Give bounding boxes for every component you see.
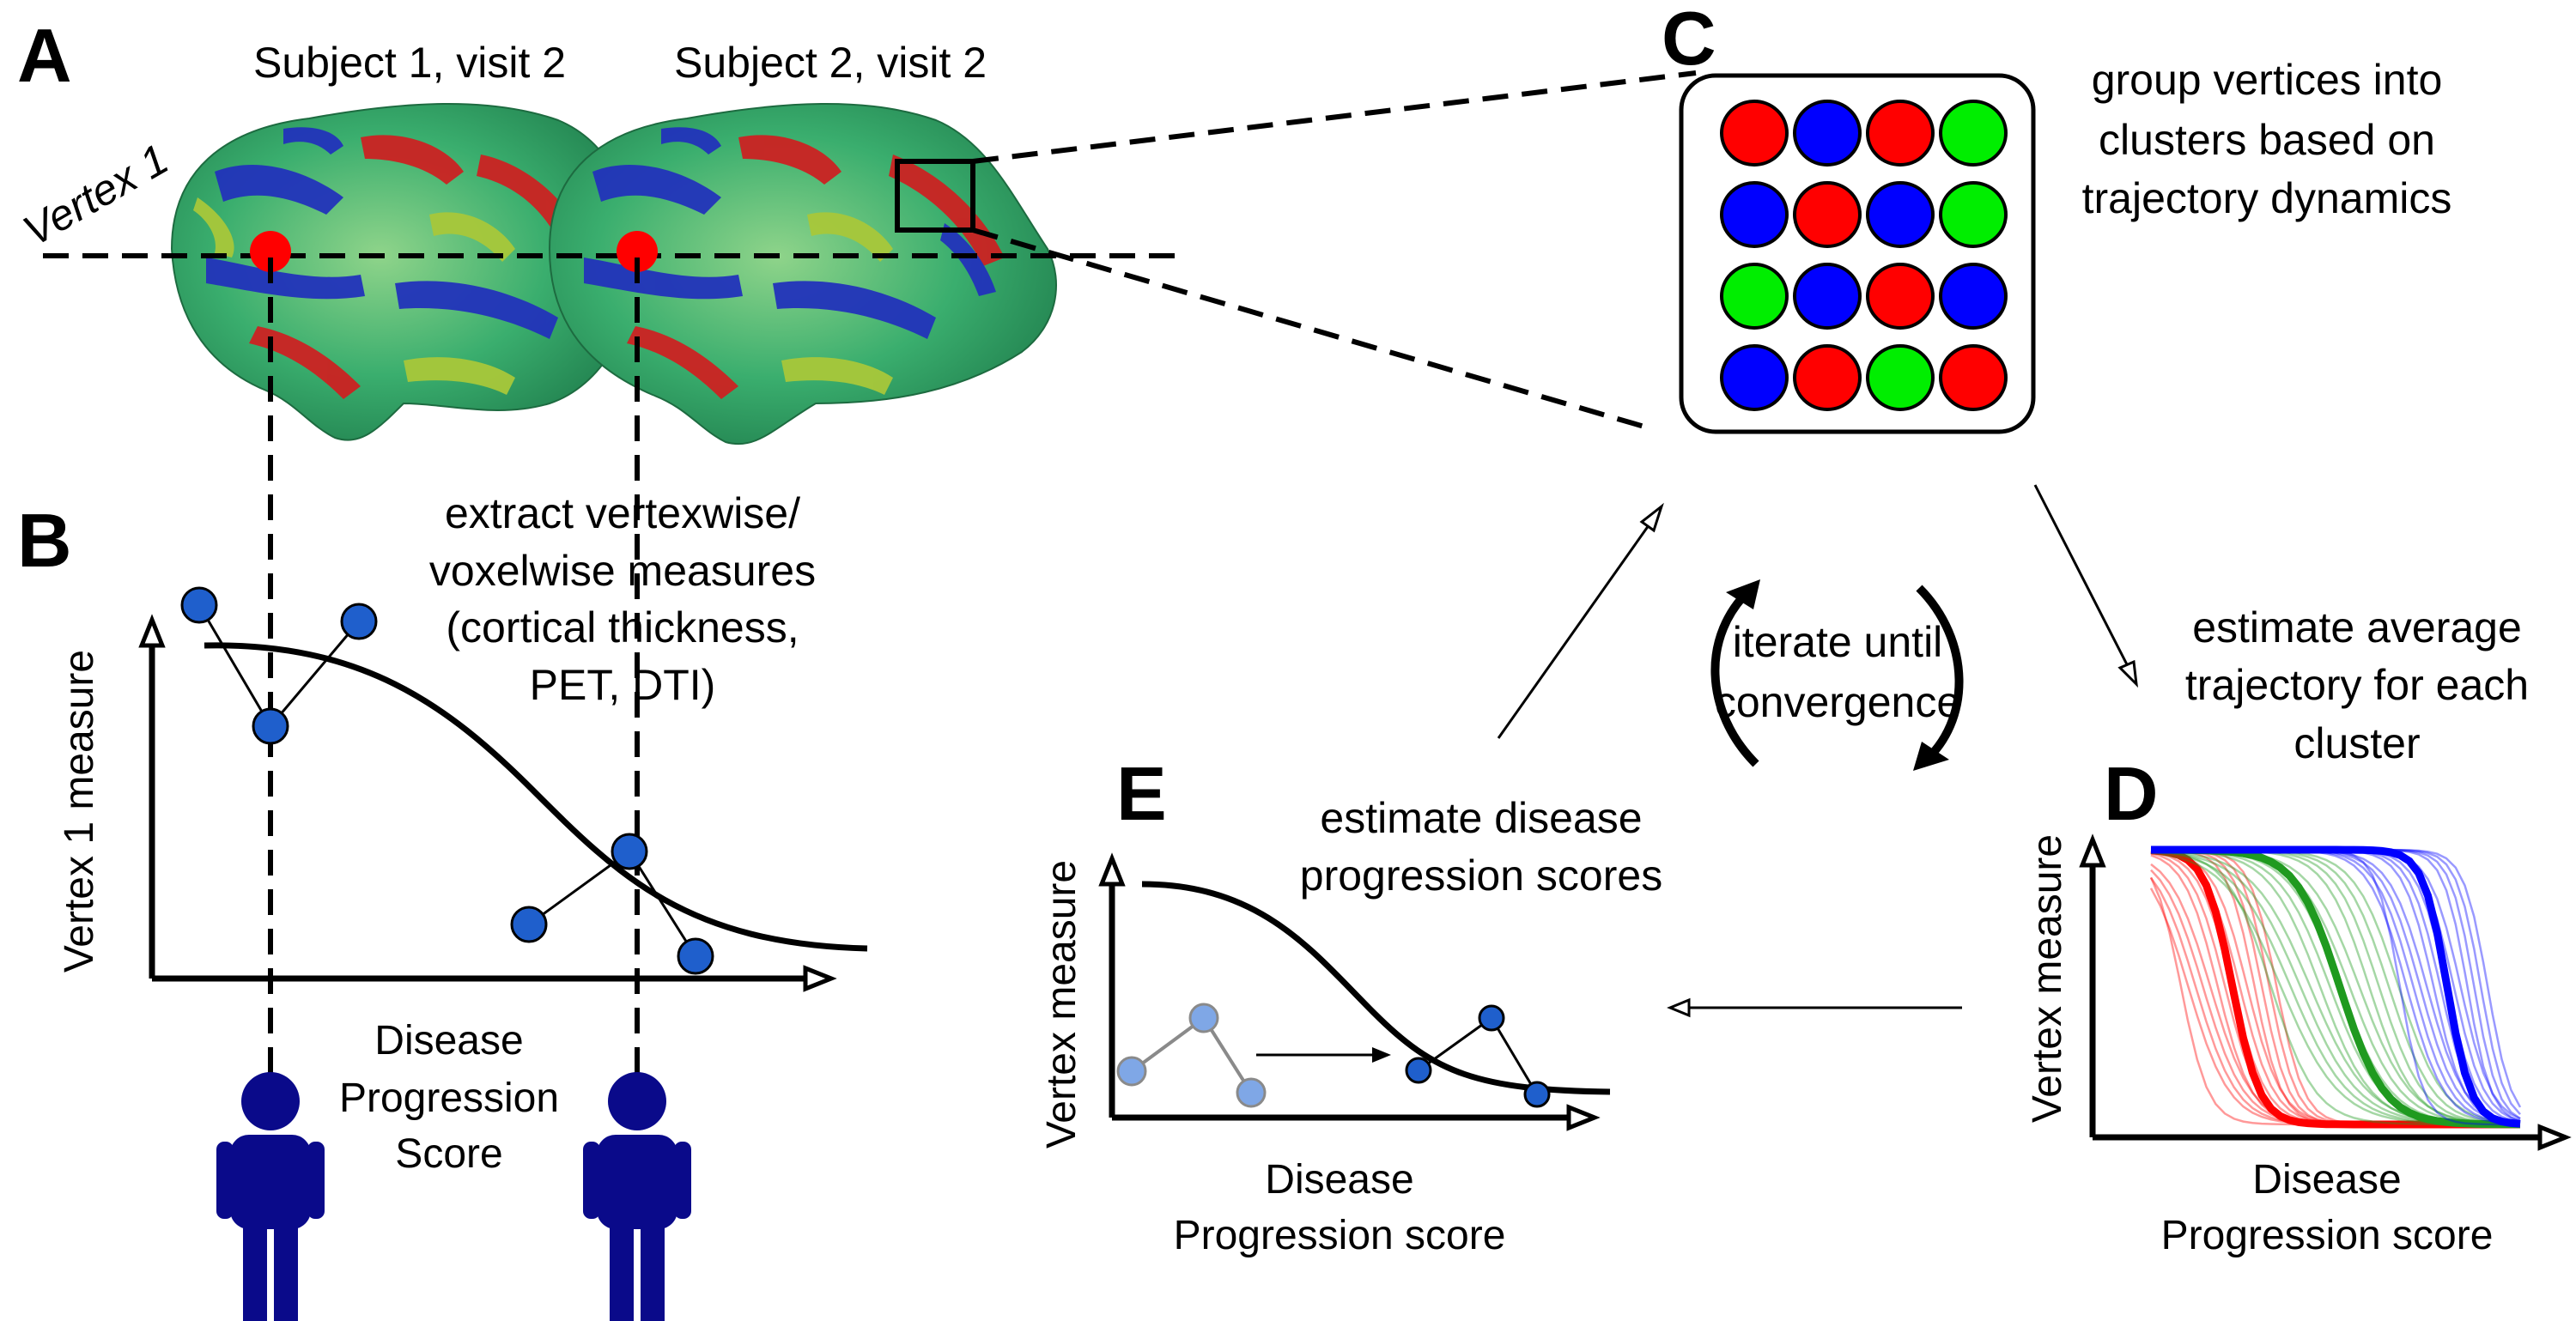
cluster-trajectories — [2149, 845, 2522, 1129]
e-old-points — [1116, 1003, 1267, 1108]
b-x-axis-label: Progression — [339, 1076, 559, 1121]
cluster-dot-green — [1720, 263, 1789, 330]
panel-e-plot — [1098, 852, 1611, 1131]
average-text-line: estimate average — [2192, 603, 2522, 651]
cluster-dot-red — [1939, 344, 2008, 411]
cluster-dot-blue — [1866, 181, 1935, 248]
flow-arrow-e-to-c — [1497, 502, 1664, 739]
b-y-axis-label: Vertex 1 measure — [57, 650, 102, 973]
vertex-label: Vertex 1 — [15, 135, 177, 256]
cluster-grid-box — [1679, 73, 2036, 434]
e-y-axis-arrow — [1098, 852, 1126, 887]
iterate-cycle-arrows — [1710, 579, 1964, 771]
cluster-grid — [1720, 100, 2008, 411]
e-shift-arrow — [1256, 1047, 1391, 1063]
cluster-text-line: clusters based on — [2099, 116, 2435, 164]
cluster-dot-blue — [1793, 100, 1862, 167]
person-icon-subject-1 — [216, 1072, 325, 1321]
cluster-dot-green — [1939, 100, 2008, 167]
iterate-text-line: convergence — [1715, 678, 1960, 726]
b-point — [677, 937, 714, 975]
subject-2-label: Subject 2, visit 2 — [674, 39, 987, 87]
panel-b-plot: Vertex 1 measure Disease Progression Sco… — [57, 586, 868, 1177]
e-y-axis-label: Vertex measure — [1039, 860, 1084, 1148]
b-x-axis-arrow — [803, 965, 837, 992]
estimate-text-line: estimate disease — [1320, 794, 1642, 842]
subject-1-label: Subject 1, visit 2 — [253, 39, 566, 87]
e-new-points — [1405, 1004, 1551, 1108]
zoom-connector-bottom — [972, 227, 1654, 432]
flow-arrow-c-to-d — [2033, 484, 2138, 688]
panel-label-d: D — [2104, 751, 2159, 836]
e-x-axis-arrow — [1566, 1104, 1601, 1131]
e-old-point — [1116, 1056, 1147, 1087]
e-new-point — [1523, 1081, 1551, 1108]
average-text-line: cluster — [2293, 719, 2420, 767]
cluster-dot-red — [1793, 181, 1862, 248]
panel-d-text: estimate average trajectory for each clu… — [2185, 603, 2529, 767]
cluster-dot-blue — [1793, 263, 1862, 330]
cluster-dot-red — [1793, 344, 1862, 411]
e-x-axis-label: Progression score — [1174, 1213, 1506, 1258]
b-x-axis-label: Score — [395, 1131, 502, 1177]
cluster-dot-green — [1939, 181, 2008, 248]
b-point — [252, 707, 289, 745]
brain-subject-2 — [548, 103, 1057, 445]
cluster-text-line: group vertices into — [2092, 56, 2443, 104]
d-y-axis-label: Vertex measure — [2025, 834, 2070, 1123]
extract-text-line: voxelwise measures — [429, 547, 816, 595]
panel-label-b: B — [17, 498, 72, 583]
flow-arrow-d-to-e — [1667, 997, 1962, 1018]
zoom-connector-top — [972, 70, 1697, 164]
e-new-point — [1405, 1057, 1432, 1084]
e-new-point — [1478, 1004, 1505, 1032]
cluster-text-line: trajectory dynamics — [2082, 174, 2452, 222]
b-x-axis-label: Disease — [374, 1018, 523, 1063]
b-y-axis-arrow — [138, 614, 166, 648]
iterate-text-line: iterate until — [1733, 618, 1943, 666]
estimate-text-line: progression scores — [1300, 851, 1662, 900]
b-subject-1-points — [180, 586, 378, 745]
e-x-axis-label: Disease — [1265, 1157, 1413, 1203]
b-subject-2-points — [510, 833, 714, 975]
extract-text-line: PET, DTI) — [530, 661, 716, 709]
d-x-axis-label: Progression score — [2161, 1213, 2494, 1258]
cluster-dot-blue — [1720, 181, 1789, 248]
e-old-point — [1236, 1077, 1267, 1108]
extract-text-line: extract vertexwise/ — [445, 489, 800, 537]
vertex-point-subject-2 — [617, 231, 658, 272]
panel-b-extract-text: extract vertexwise/ voxelwise measures (… — [429, 489, 816, 709]
d-x-axis-arrow — [2537, 1124, 2572, 1151]
cluster-dot-red — [1720, 100, 1789, 167]
d-y-axis-arrow — [2079, 833, 2106, 868]
cluster-dot-blue — [1720, 344, 1789, 411]
b-sigmoid-curve — [204, 642, 868, 952]
cluster-dot-red — [1866, 263, 1935, 330]
e-old-point — [1188, 1003, 1219, 1033]
b-point — [510, 906, 548, 943]
panel-d-axes — [2079, 833, 2572, 1151]
b-point — [340, 603, 378, 640]
panel-c-text: group vertices into clusters based on tr… — [2082, 56, 2452, 222]
person-icon-subject-2 — [583, 1072, 691, 1321]
panel-e-text: estimate disease progression scores — [1300, 794, 1662, 900]
blue-cluster-mean-trajectory — [2151, 845, 2521, 1128]
cluster-dot-blue — [1939, 263, 2008, 330]
extract-text-line: (cortical thickness, — [446, 603, 799, 651]
cluster-dot-green — [1866, 344, 1935, 411]
panel-label-e: E — [1116, 751, 1167, 836]
d-x-axis-label: Disease — [2252, 1157, 2401, 1203]
e-sigmoid-curve — [1141, 881, 1611, 1095]
zoom-box — [895, 159, 975, 233]
panel-label-a: A — [17, 13, 72, 98]
panel-label-c: C — [1662, 0, 1716, 81]
b-point — [611, 833, 648, 870]
vertex-point-subject-1 — [250, 231, 291, 272]
b-point — [180, 586, 218, 624]
average-text-line: trajectory for each — [2185, 661, 2529, 709]
cluster-dot-red — [1866, 100, 1935, 167]
